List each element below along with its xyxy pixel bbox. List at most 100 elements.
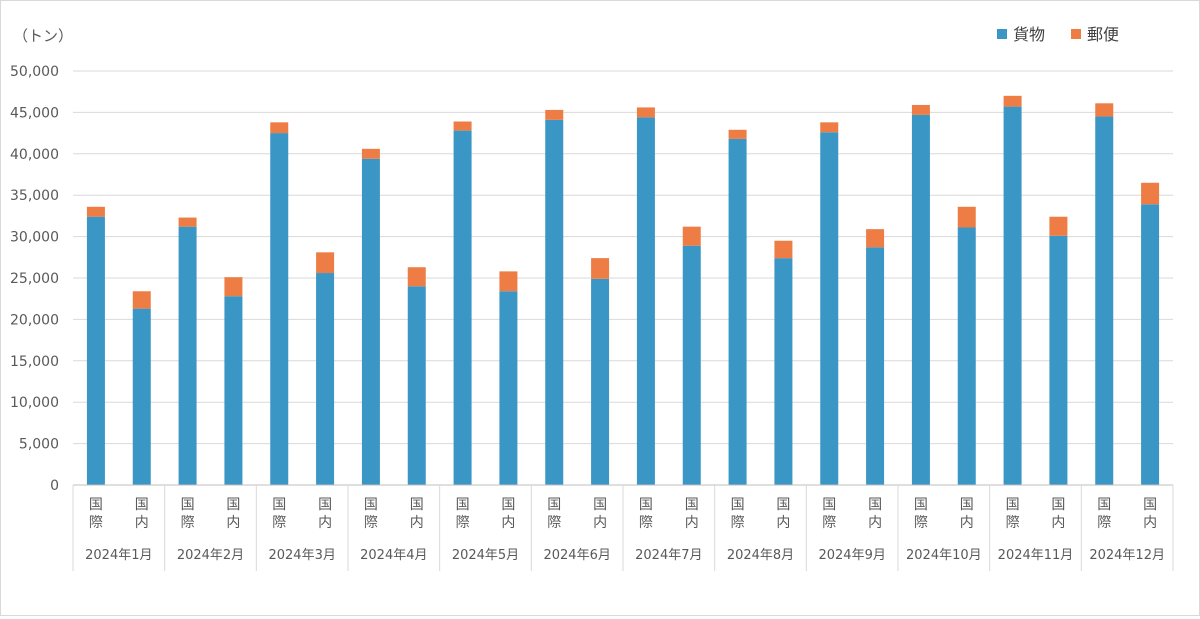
bar-segment-cargo (682, 245, 701, 485)
category-label-char: 際 (547, 515, 561, 531)
bar-segment-cargo (728, 138, 747, 485)
bar-segment-cargo (86, 216, 105, 485)
category-label-char: 際 (89, 515, 103, 531)
category-label-char: 国 (226, 497, 240, 513)
category-label-char: 国 (318, 497, 332, 513)
month-label: 2024年8月 (727, 548, 794, 563)
month-label: 2024年11月 (998, 548, 1074, 563)
bar-segment-cargo (1049, 235, 1068, 485)
bar-segment-cargo (361, 158, 380, 485)
y-tick-label: 50,000 (10, 64, 59, 80)
category-label-char: 内 (1143, 515, 1157, 531)
category-label-char: 際 (456, 515, 470, 531)
bar-segment-cargo (407, 286, 426, 485)
legend-swatch (997, 29, 1007, 39)
category-label-char: 国 (914, 497, 928, 513)
bar-segment-cargo (453, 130, 472, 485)
month-label: 2024年1月 (85, 548, 152, 563)
bar-segment-cargo (270, 133, 289, 485)
category-label-char: 国 (1006, 497, 1020, 513)
bar-segment-cargo (545, 119, 564, 486)
bar-segment-cargo (636, 117, 655, 486)
bar-segment-cargo (820, 132, 839, 485)
category-label-char: 国 (456, 497, 470, 513)
category-label-char: 国 (685, 497, 699, 513)
bar-segment-mail (178, 217, 197, 227)
category-label-char: 内 (960, 515, 974, 531)
y-axis: 0 5,000 10,000 15,000 20,000 25,000 30,000 35,0… (10, 64, 59, 494)
y-tick-label: 20,000 (10, 312, 59, 328)
bar-segment-mail (866, 229, 885, 248)
category-label-char: 国 (135, 497, 149, 513)
category-label-char: 国 (272, 497, 286, 513)
category-label-char: 国 (868, 497, 882, 513)
category-label-char: 国 (501, 497, 515, 513)
bar-segment-cargo (499, 291, 518, 485)
category-label-char: 際 (1097, 515, 1111, 531)
category-label-char: 際 (364, 515, 378, 531)
bar-segment-mail (774, 240, 793, 259)
bar-segment-mail (682, 226, 701, 246)
month-label: 2024年7月 (635, 548, 702, 563)
category-label-char: 内 (1051, 515, 1065, 531)
category-label-char: 国 (593, 497, 607, 513)
category-label-char: 内 (318, 515, 332, 531)
legend: 貨物 郵便 (997, 25, 1119, 44)
bar-segment-mail (820, 122, 839, 133)
y-tick-label: 35,000 (10, 188, 59, 204)
bar-segment-cargo (591, 278, 610, 485)
category-label-char: 際 (1006, 515, 1020, 531)
bar-segment-cargo (224, 296, 243, 485)
category-label-char: 国 (960, 497, 974, 513)
category-label-char: 国 (639, 497, 653, 513)
y-tick-label: 25,000 (10, 271, 59, 287)
month-label: 2024年4月 (360, 548, 427, 563)
month-label: 2024年5月 (452, 548, 519, 563)
bar-segment-mail (361, 148, 380, 159)
category-label-char: 内 (685, 515, 699, 531)
category-label-char: 際 (731, 515, 745, 531)
bar-segment-cargo (911, 114, 930, 485)
bar-segment-cargo (178, 226, 197, 485)
legend-swatch (1071, 29, 1081, 39)
category-label-char: 際 (272, 515, 286, 531)
bar-segment-mail (545, 109, 564, 120)
bar-segment-mail (86, 206, 105, 217)
category-label-char: 国 (1051, 497, 1065, 513)
category-label-char: 国 (822, 497, 836, 513)
category-label-char: 内 (593, 515, 607, 531)
month-label: 2024年3月 (268, 548, 335, 563)
category-label-char: 際 (181, 515, 195, 531)
bar-segment-mail (957, 206, 976, 228)
bar-segment-mail (728, 129, 747, 139)
y-tick-label: 10,000 (10, 395, 59, 411)
bar-segment-cargo (1141, 204, 1160, 486)
bar-segment-mail (132, 291, 151, 309)
x-axis: 国際国内国際国内国際国内国際国内国際国内国際国内国際国内国際国内国際国内国際国内… (72, 484, 1174, 571)
category-label-char: 国 (731, 497, 745, 513)
category-label-char: 内 (776, 515, 790, 531)
bar-segment-mail (407, 267, 426, 287)
y-tick-label: 0 (50, 478, 59, 494)
bar-segment-cargo (866, 247, 885, 485)
month-label: 2024年12月 (1089, 548, 1165, 563)
bars (86, 95, 1160, 486)
bar-segment-mail (1095, 103, 1114, 117)
category-label-char: 際 (822, 515, 836, 531)
unit-label: （トン） (13, 27, 73, 45)
bar-segment-mail (591, 258, 610, 279)
month-label: 2024年2月 (177, 548, 244, 563)
category-label-char: 国 (410, 497, 424, 513)
bar-segment-mail (911, 104, 930, 115)
bar-segment-cargo (316, 273, 335, 485)
bar-segment-cargo (1003, 106, 1022, 485)
category-label-char: 国 (181, 497, 195, 513)
category-label-char: 内 (226, 515, 240, 531)
bar-segment-mail (499, 271, 518, 292)
bar-segment-mail (1003, 95, 1022, 107)
bar-segment-cargo (774, 258, 793, 485)
category-label-char: 国 (364, 497, 378, 513)
month-label: 2024年6月 (543, 548, 610, 563)
category-label-char: 国 (547, 497, 561, 513)
